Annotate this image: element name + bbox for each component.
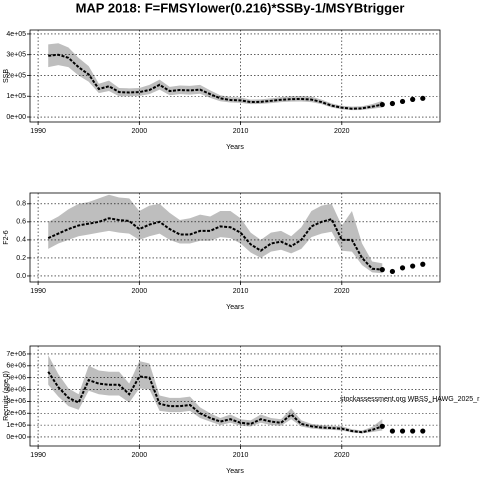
y-tick-label: 0.0 xyxy=(16,273,26,280)
projection-point xyxy=(379,101,385,108)
y-tick-label: 0.2 xyxy=(16,255,26,262)
y-tick-label: 2e+05 xyxy=(6,72,26,79)
x-axis-label: Years xyxy=(226,304,244,311)
y-axis-label: F2-6 xyxy=(3,230,10,245)
x-tick-label: 2020 xyxy=(334,288,350,295)
x-axis-label: Years xyxy=(226,468,244,475)
y-tick-label: 3e+06 xyxy=(6,398,26,405)
projection-point xyxy=(379,267,385,273)
y-axis-label: Recruits (age 0) xyxy=(3,371,10,421)
estimate-line xyxy=(47,217,383,271)
projection-point xyxy=(420,261,426,267)
x-tick-label: 1990 xyxy=(30,452,46,459)
projection-point xyxy=(410,263,416,269)
x-tick-label: 2000 xyxy=(132,128,148,135)
x-tick-label: 2010 xyxy=(233,288,249,295)
projection-point xyxy=(389,268,396,275)
annotation: stockassessment.org WBSS_HAWG_2025_r1861… xyxy=(340,396,480,403)
projection-point xyxy=(420,428,426,434)
y-tick-label: 4e+06 xyxy=(6,386,26,393)
x-tick-label: 2010 xyxy=(233,128,249,135)
y-tick-label: 7e+06 xyxy=(6,351,26,358)
y-tick-label: 0.6 xyxy=(16,219,26,226)
x-axis-label: Years xyxy=(226,144,244,151)
projection-point xyxy=(389,100,396,107)
projection-point xyxy=(420,95,426,101)
projection-point xyxy=(399,98,406,105)
projection-point xyxy=(379,423,385,429)
projection-point xyxy=(399,265,406,271)
plot-frame xyxy=(29,29,441,123)
y-tick-label: 3e+05 xyxy=(6,52,26,59)
confidence-band xyxy=(48,355,383,434)
projection-point xyxy=(410,96,416,102)
projection-point xyxy=(389,428,396,434)
y-tick-label: 4e+05 xyxy=(6,31,26,38)
projection-point xyxy=(399,428,406,434)
x-tick-label: 2010 xyxy=(233,452,249,459)
x-tick-label: 1990 xyxy=(30,128,46,135)
y-tick-label: 2e+06 xyxy=(6,410,26,417)
x-tick-label: 2020 xyxy=(334,452,350,459)
y-axis-label: SSB xyxy=(3,69,10,83)
confidence-band xyxy=(48,43,383,111)
y-tick-label: 6e+06 xyxy=(6,363,26,370)
x-tick-label: 1990 xyxy=(30,288,46,295)
chart-title: MAP 2018: F=FMSYlower(0.216)*SSBy-1/MSYB… xyxy=(76,0,405,15)
y-tick-label: 0.4 xyxy=(16,237,26,244)
estimate-line xyxy=(48,53,383,110)
projection-point xyxy=(410,428,416,434)
x-tick-label: 2000 xyxy=(132,288,148,295)
y-tick-label: 0e+00 xyxy=(6,434,26,441)
y-tick-label: 0e+00 xyxy=(6,114,26,121)
y-tick-label: 1e+06 xyxy=(6,422,26,429)
y-tick-label: 0.8 xyxy=(16,201,26,208)
x-tick-label: 2000 xyxy=(132,452,148,459)
confidence-band xyxy=(48,194,383,274)
plot-frame xyxy=(29,192,441,283)
y-tick-label: 1e+05 xyxy=(6,93,26,100)
x-tick-label: 2020 xyxy=(334,128,350,135)
y-tick-label: 5e+06 xyxy=(6,375,26,382)
plot-frame xyxy=(29,345,441,447)
